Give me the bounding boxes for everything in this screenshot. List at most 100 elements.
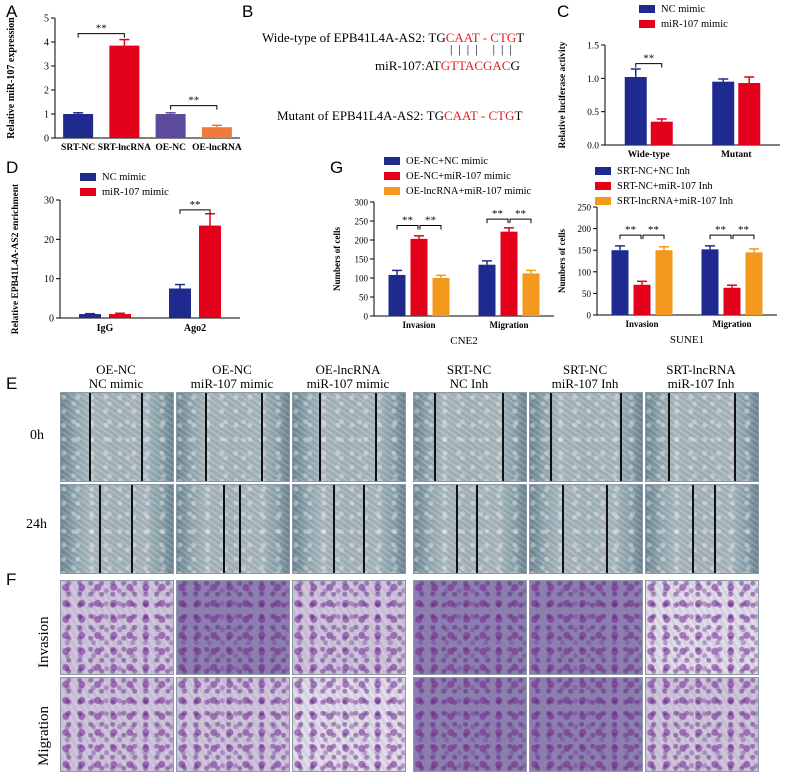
D-ytick-label: 0: [49, 314, 54, 325]
e-col-header-4: SRT-NC NC Inh: [413, 363, 525, 391]
G2-category-label: Invasion: [625, 319, 658, 329]
G2-bar-srt-lncrna-mir-107-inh: [655, 250, 673, 315]
a1-sig-bracket: [77, 33, 125, 38]
wound-image-0h-6: [645, 392, 759, 482]
d1-sig-bracket: [179, 209, 211, 214]
transwell-invasion-1: [60, 580, 174, 675]
C-ytick-label: 0.0: [587, 142, 599, 152]
f-row-label-invasion: Invasion: [36, 616, 52, 668]
g1a-sig-label: **: [402, 215, 413, 227]
e-col-header-2: OE-NC miR-107 mimic: [176, 363, 288, 391]
D-bar-nc-mimic: [169, 288, 191, 318]
wound-image-24h-5: [529, 484, 643, 574]
wound-image-24h-2: [176, 484, 290, 574]
c1-sig-bracket: [635, 63, 663, 68]
g2a-sig-label: **: [625, 224, 636, 236]
G2-ytick-label: 150: [578, 246, 592, 256]
transwell-migration-5: [529, 677, 643, 772]
wt-prefix: Wide-type of EPB41L4A-AS2: TG: [262, 30, 446, 45]
D-bar-mir-107-mimic: [109, 314, 131, 318]
e-col-header-6: SRT-lncRNA miR-107 Inh: [645, 363, 757, 391]
C-ylabel: Relative luciferase activity: [558, 41, 568, 148]
A-ytick-label: 3: [44, 62, 49, 73]
e-col3-line2: miR-107 mimic: [306, 376, 390, 391]
G2-bar-srt-nc-nc-inh: [701, 249, 719, 315]
g2-legend-swatch: [595, 182, 611, 190]
C-category-label: Wide-type: [628, 150, 670, 160]
G2-bar-srt-nc-nc-inh: [611, 250, 629, 315]
mir-suffix: G: [510, 58, 520, 73]
g1-legend-swatch: [384, 187, 400, 195]
D-ytick-label: 30: [44, 196, 54, 207]
mir-prefix: miR-107:AT: [375, 58, 441, 73]
d-legend-swatch: [80, 173, 96, 181]
g2b-sig-label: **: [648, 224, 659, 236]
transwell-invasion-2: [176, 580, 290, 675]
e-col-header-5: SRT-NC miR-107 Inh: [529, 363, 641, 391]
transwell-invasion-5: [529, 580, 643, 675]
wound-image-0h-5: [529, 392, 643, 482]
G1-ytick-label: 0: [364, 312, 369, 322]
transwell-migration-2: [176, 677, 290, 772]
mut-seed: CAAT - CTG: [443, 108, 515, 123]
g1-legend-swatch: [384, 172, 400, 180]
g2-legend-label: SRT-lncRNA+miR-107 Inh: [617, 196, 734, 207]
g2-legend-swatch: [595, 197, 611, 205]
A-ytick-label: 4: [44, 38, 49, 49]
G1-xlabel: CNE2: [450, 335, 478, 347]
e-col1-line2: NC mimic: [88, 376, 144, 391]
e-col3-line1: OE-lncRNA: [315, 362, 381, 377]
C-bar-nc-mimic: [624, 77, 647, 145]
D-ytick-label: 20: [44, 235, 54, 246]
mut-suffix: T: [514, 108, 523, 123]
g1-legend-label: OE-NC+NC mimic: [406, 156, 488, 167]
mut-prefix: Mutant of EPB41L4A-AS2: TG: [277, 108, 444, 123]
panel-letter-a: A: [6, 2, 18, 21]
g2c-sig-label: **: [715, 224, 726, 236]
wound-image-24h-1: [60, 484, 174, 574]
D-ylabel: Relative EPB41L4A-AS2 enrichment: [11, 183, 21, 334]
transwell-migration-3: [292, 677, 406, 772]
g1-legend-swatch: [384, 157, 400, 165]
wound-image-0h-4: [413, 392, 527, 482]
e-col-header-1: OE-NC NC mimic: [60, 363, 172, 391]
d1-sig-label: **: [190, 199, 201, 211]
wt-seed: CAAT - CTG: [445, 30, 517, 45]
g2b-sig-bracket: [642, 234, 665, 240]
wound-image-0h-2: [176, 392, 290, 482]
wound-image-24h-6: [645, 484, 759, 574]
transwell-invasion-3: [292, 580, 406, 675]
c-legend-label: NC mimic: [661, 4, 705, 15]
G2-ylabel: Numbers of cells: [557, 229, 567, 293]
A-ylabel: Relative miR-107 expression: [6, 17, 17, 139]
panel-letter-c: C: [557, 2, 570, 21]
panel-letter-e: E: [6, 374, 18, 393]
G1-category-label: Migration: [490, 320, 529, 330]
e-col1-line1: OE-NC: [96, 362, 136, 377]
G2-xlabel: SUNE1: [670, 334, 704, 346]
C-ytick-label: 1.0: [587, 75, 599, 85]
g2c-sig-bracket: [709, 234, 732, 240]
A-ytick-label: 5: [44, 14, 49, 25]
G2-bar-srt-nc-mir-107-inh: [723, 287, 741, 315]
g2-legend-swatch: [595, 167, 611, 175]
panel-letter-g: G: [330, 158, 344, 177]
G2-ytick-label: 250: [578, 203, 592, 213]
A-category-label: OE-lncRNA: [192, 143, 242, 153]
g2-legend-label: SRT-NC+NC Inh: [617, 166, 691, 177]
d-legend-label: miR-107 mimic: [102, 187, 169, 198]
D-ytick-label: 10: [44, 274, 54, 285]
G1-bar-oe-nc-nc-mimic: [388, 274, 406, 316]
G1-category-label: Invasion: [402, 320, 435, 330]
panel-letter-f: F: [6, 570, 17, 589]
transwell-migration-6: [645, 677, 759, 772]
chart-d-enrichment: 0 10 20 30 Relative EPB41L4A-AS2 enrichment I…: [11, 172, 240, 334]
A-bar-oe-nc: [155, 114, 186, 138]
c-legend-label: miR-107 mimic: [661, 19, 728, 30]
C-bar-nc-mimic: [712, 81, 735, 145]
d-legend-label: NC mimic: [102, 172, 146, 183]
C-bar-mir-107-mimic: [738, 83, 761, 145]
G1-bar-oe-lncrna-mir-107-mimic: [522, 273, 540, 316]
chart-a-relative-mir107: 0 1 2 3 4 5 Relative miR-107 expression SRT-NC S…: [6, 14, 242, 154]
C-bar-mir-107-mimic: [650, 121, 673, 145]
